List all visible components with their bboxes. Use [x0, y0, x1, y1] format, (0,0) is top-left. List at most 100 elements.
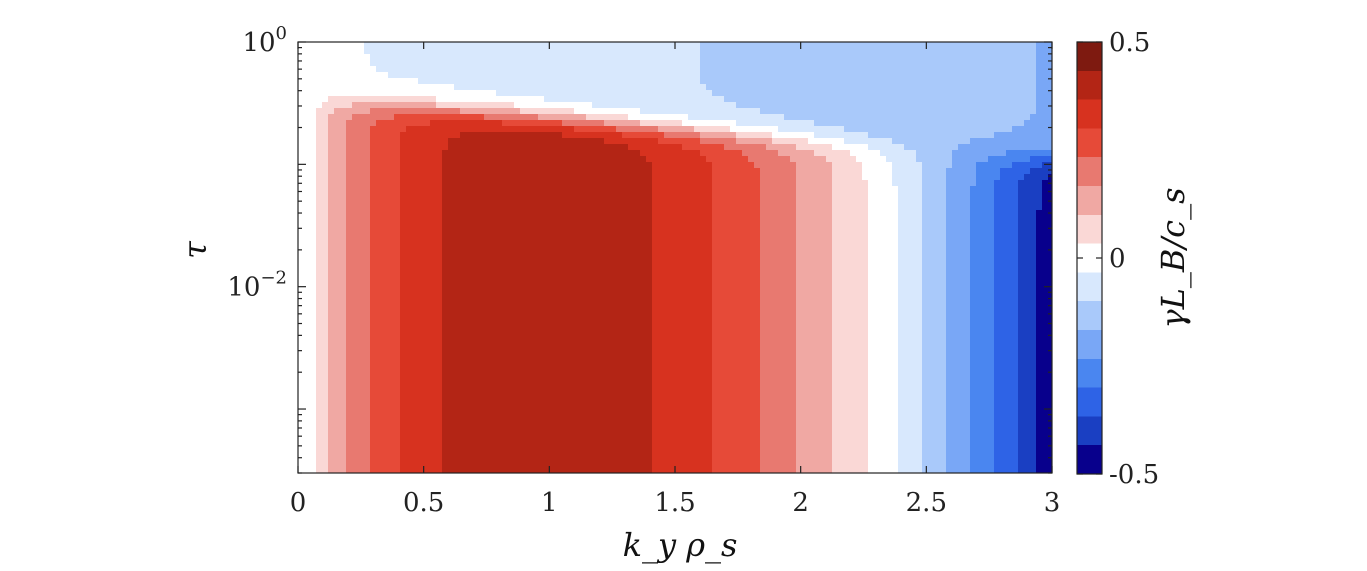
contour-cell [436, 270, 443, 277]
contour-cell [808, 114, 815, 121]
contour-cell [892, 96, 899, 103]
contour-cell [1024, 228, 1031, 235]
contour-cell [910, 210, 917, 217]
contour-cell [466, 156, 473, 163]
contour-cell [646, 84, 653, 91]
contour-cell [604, 180, 611, 187]
contour-cell [496, 174, 503, 181]
contour-cell [898, 258, 905, 265]
contour-cell [934, 72, 941, 79]
contour-cell [994, 198, 1001, 205]
contour-cell [310, 90, 317, 97]
contour-cell [514, 114, 521, 121]
contour-cell [1030, 72, 1037, 79]
contour-cell [382, 270, 389, 277]
contour-cell [364, 264, 371, 271]
contour-cell [940, 48, 947, 55]
contour-cell [580, 96, 587, 103]
contour-cell [460, 78, 467, 85]
contour-cell [892, 156, 899, 163]
contour-cell [928, 60, 935, 67]
contour-cell [874, 84, 881, 91]
contour-cell [910, 270, 917, 277]
contour-cell [448, 102, 455, 109]
contour-cell [832, 228, 839, 235]
contour-cell [772, 144, 779, 151]
contour-cell [778, 48, 785, 55]
contour-cell [382, 168, 389, 175]
contour-cell [310, 228, 317, 235]
contour-cell [826, 96, 833, 103]
contour-cell [316, 48, 323, 55]
contour-cell [532, 96, 539, 103]
contour-cell [412, 120, 419, 127]
contour-cell [370, 42, 377, 49]
contour-cell [934, 216, 941, 223]
contour-cell [598, 78, 605, 85]
contour-cell [706, 132, 713, 139]
contour-cell [616, 48, 623, 55]
contour-cell [982, 54, 989, 61]
contour-cell [898, 144, 905, 151]
contour-cell [916, 144, 923, 151]
contour-cell [928, 48, 935, 55]
contour-cell [874, 180, 881, 187]
contour-cell [760, 204, 767, 211]
contour-cell [814, 270, 821, 277]
contour-cell [346, 54, 353, 61]
contour-cell [1012, 96, 1019, 103]
contour-cell [520, 234, 527, 241]
contour-cell [880, 54, 887, 61]
contour-cell [808, 156, 815, 163]
contour-cell [400, 42, 407, 49]
contour-cell [862, 210, 869, 217]
contour-cell [784, 162, 791, 169]
contour-cell [628, 150, 635, 157]
contour-cell [676, 108, 683, 115]
contour-cell [976, 240, 983, 247]
contour-cell [448, 210, 455, 217]
contour-cell [298, 156, 305, 163]
contour-cell [610, 150, 617, 157]
contour-cell [982, 132, 989, 139]
contour-cell [1000, 96, 1007, 103]
contour-cell [862, 168, 869, 175]
contour-cell [472, 96, 479, 103]
contour-cell [946, 192, 953, 199]
contour-cell [724, 66, 731, 73]
contour-cell [634, 132, 641, 139]
contour-cell [1000, 180, 1007, 187]
contour-cell [886, 42, 893, 49]
contour-cell [796, 84, 803, 91]
contour-cell [802, 240, 809, 247]
contour-cell [748, 66, 755, 73]
contour-cell [1012, 114, 1019, 121]
contour-cell [556, 114, 563, 121]
contour-cell [922, 150, 929, 157]
contour-cell [682, 174, 689, 181]
contour-cell [616, 60, 623, 67]
contour-cell [1048, 72, 1052, 79]
contour-cell [850, 138, 857, 145]
contour-cell [994, 228, 1001, 235]
contour-cell [346, 60, 353, 67]
contour-cell [826, 72, 833, 79]
contour-cell [862, 156, 869, 163]
contour-cell [460, 42, 467, 49]
contour-cell [646, 198, 653, 205]
contour-cell [538, 84, 545, 91]
contour-cell [340, 54, 347, 61]
contour-cell [1036, 66, 1043, 73]
contour-cell [1006, 66, 1013, 73]
contour-cell [340, 114, 347, 121]
contour-cell [550, 204, 557, 211]
contour-cell [478, 276, 485, 283]
contour-cell [550, 84, 557, 91]
contour-cell [478, 126, 485, 133]
contour-cell [892, 246, 899, 253]
contour-cell [760, 240, 767, 247]
contour-cell [406, 150, 413, 157]
contour-cell [466, 72, 473, 79]
contour-cell [550, 156, 557, 163]
contour-cell [556, 96, 563, 103]
